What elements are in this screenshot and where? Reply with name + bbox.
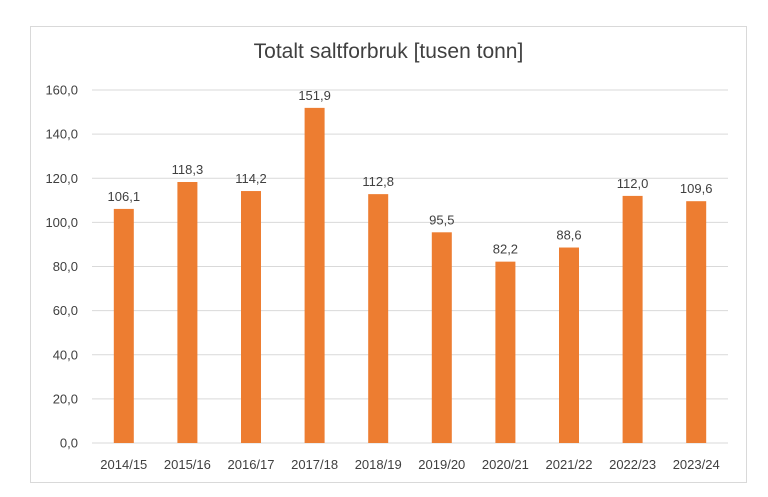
y-tick-label: 40,0	[53, 347, 78, 362]
bar	[622, 195, 643, 443]
data-label: 106,1	[108, 189, 141, 204]
x-tick-label: 2021/22	[546, 457, 593, 472]
x-tick-label: 2016/17	[228, 457, 275, 472]
x-tick-label: 2018/19	[355, 457, 402, 472]
x-tick-label: 2022/23	[609, 457, 656, 472]
data-label: 88,6	[556, 228, 581, 243]
gridlines	[92, 89, 728, 444]
x-tick-label: 2020/21	[482, 457, 529, 472]
data-label: 112,0	[617, 176, 649, 191]
bars	[113, 107, 707, 444]
x-tick-label: 2014/15	[100, 457, 147, 472]
bar	[304, 107, 325, 443]
y-axis-ticks: 0,0 20,0 40,0 60,0 80,0 100,0 120,0 140,0 160,0	[45, 83, 78, 451]
bar	[431, 232, 452, 443]
bar	[113, 208, 134, 443]
data-label: 118,3	[172, 162, 204, 177]
y-tick-label: 120,0	[45, 171, 78, 186]
y-tick-label: 80,0	[53, 259, 78, 274]
x-tick-label: 2019/20	[418, 457, 465, 472]
y-tick-label: 20,0	[53, 391, 78, 406]
x-tick-label: 2023/24	[673, 457, 720, 472]
chart-title: Totalt saltforbruk [tusen tonn]	[253, 40, 524, 63]
bar	[495, 261, 516, 443]
data-label: 82,2	[493, 242, 518, 257]
bar	[368, 194, 389, 443]
data-label: 112,8	[362, 174, 394, 189]
y-tick-label: 160,0	[45, 83, 78, 98]
y-tick-label: 60,0	[53, 303, 78, 318]
data-labels: 106,1 118,3 114,2 151,9 112,8 95,5 82,2 88,6 112…	[108, 88, 713, 257]
data-label: 109,6	[680, 181, 713, 196]
data-label: 95,5	[429, 212, 454, 227]
x-tick-label: 2017/18	[291, 457, 338, 472]
bar	[559, 247, 579, 443]
y-tick-label: 0,0	[60, 436, 78, 451]
x-axis-ticks: 2014/15 2015/16 2016/17 2017/18 2018/19 2019/…	[100, 457, 719, 472]
bar	[686, 201, 707, 443]
y-tick-label: 100,0	[45, 215, 78, 230]
bar	[177, 182, 198, 444]
data-label: 151,9	[298, 88, 331, 103]
x-tick-label: 2015/16	[164, 457, 211, 472]
data-label: 114,2	[235, 171, 267, 186]
y-tick-label: 140,0	[45, 127, 78, 142]
bar	[241, 191, 261, 443]
